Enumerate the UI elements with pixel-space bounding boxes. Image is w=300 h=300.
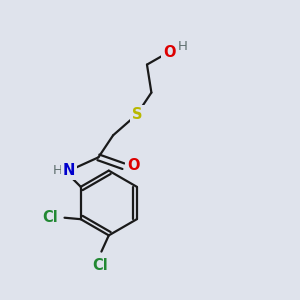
Text: H: H [53, 164, 63, 177]
Text: H: H [178, 40, 188, 53]
Text: Cl: Cl [93, 258, 108, 273]
Text: S: S [132, 107, 142, 122]
Text: O: O [128, 158, 140, 173]
Text: O: O [163, 45, 175, 60]
Text: N: N [63, 163, 75, 178]
Text: Cl: Cl [43, 210, 58, 225]
